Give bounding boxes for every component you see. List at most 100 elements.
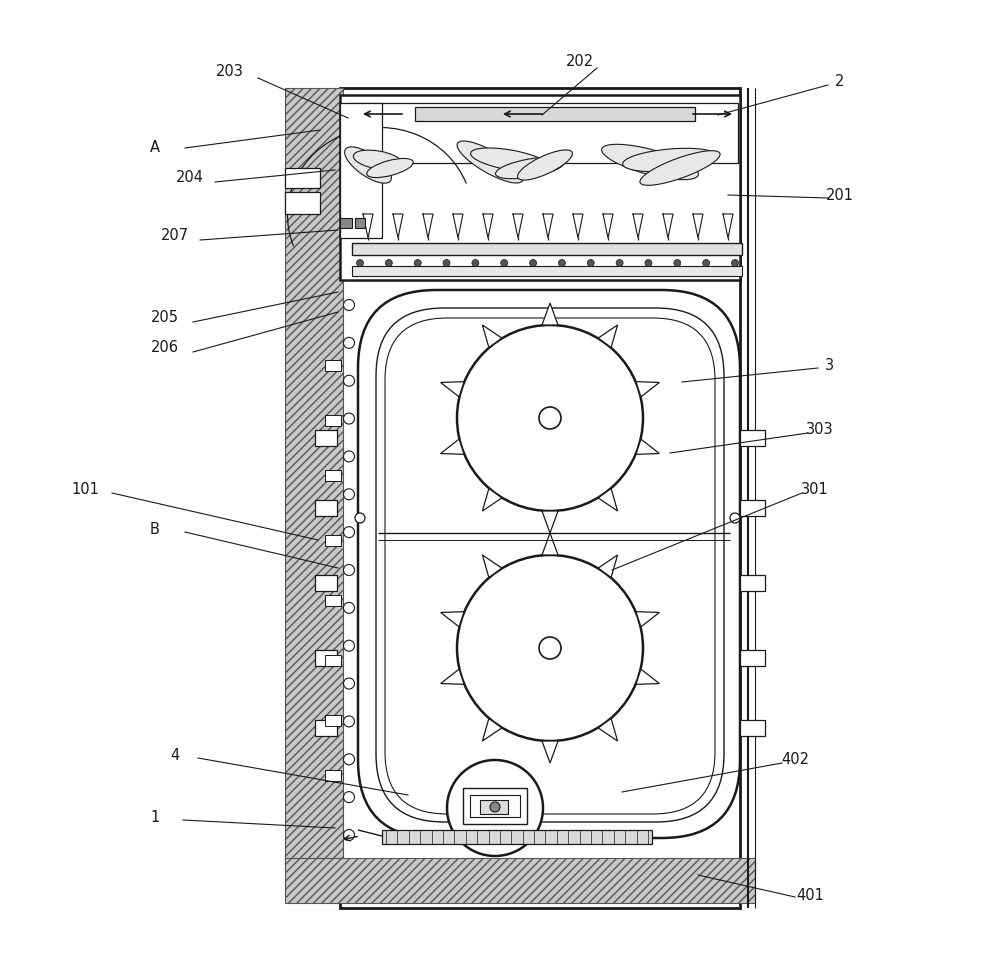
Text: A: A [150,140,160,156]
Circle shape [344,716,354,727]
Ellipse shape [345,147,391,183]
Polygon shape [482,489,502,511]
Text: 301: 301 [801,483,829,497]
FancyBboxPatch shape [385,318,715,814]
Text: 303: 303 [806,422,834,438]
Circle shape [344,678,354,689]
Bar [315,650,337,666]
Ellipse shape [367,158,413,178]
Polygon shape [636,669,659,684]
Text: 205: 205 [151,310,179,325]
Circle shape [490,802,500,812]
Polygon shape [723,214,733,238]
Circle shape [558,259,565,267]
Polygon shape [598,555,618,578]
Circle shape [344,640,354,651]
Bar [470,795,520,817]
Bar [740,430,765,446]
Polygon shape [633,214,643,238]
Text: 204: 204 [176,171,204,185]
Polygon shape [598,489,618,511]
Bar [348,103,738,163]
Circle shape [414,259,421,267]
Circle shape [447,760,543,856]
FancyBboxPatch shape [376,308,724,822]
Polygon shape [573,214,583,238]
Circle shape [344,451,354,462]
Polygon shape [423,214,433,238]
Bar [325,770,341,781]
Bar [285,168,320,188]
Polygon shape [393,214,403,238]
Text: 4: 4 [170,748,180,762]
Bar [325,470,341,481]
Circle shape [344,792,354,803]
Polygon shape [482,325,502,348]
Text: 206: 206 [151,341,179,355]
Circle shape [472,259,479,267]
Polygon shape [693,214,703,238]
Circle shape [501,259,508,267]
FancyBboxPatch shape [358,290,740,838]
Circle shape [674,259,681,267]
Bar [285,858,755,903]
Bar [340,95,740,280]
Bar [340,182,362,207]
Polygon shape [542,511,558,533]
Text: 401: 401 [796,887,824,902]
Ellipse shape [471,148,549,172]
Circle shape [344,413,354,424]
Text: 202: 202 [566,55,594,69]
Bar [740,650,765,666]
Polygon shape [542,533,558,555]
Text: 1: 1 [150,810,160,826]
Polygon shape [482,555,502,578]
Bar [325,715,341,726]
Bar [340,103,382,238]
Bar [325,595,341,606]
Polygon shape [542,741,558,763]
Bar [463,788,527,824]
Circle shape [355,513,365,523]
Text: 203: 203 [216,64,244,80]
Polygon shape [453,214,463,238]
Polygon shape [636,382,659,396]
Circle shape [344,564,354,575]
Circle shape [457,325,643,511]
Polygon shape [441,439,464,454]
Polygon shape [441,669,464,684]
Polygon shape [636,439,659,454]
Polygon shape [598,325,618,348]
Bar [355,218,365,228]
Ellipse shape [353,150,403,170]
Circle shape [385,259,392,267]
Circle shape [539,407,561,429]
Circle shape [443,259,450,267]
Bar [340,88,740,908]
Circle shape [539,637,561,659]
Ellipse shape [518,150,572,180]
Polygon shape [483,214,493,238]
Bar [315,720,337,736]
Text: 3: 3 [825,357,835,372]
Bar [352,243,742,255]
Bar [340,150,362,178]
Bar [352,266,742,276]
Text: 201: 201 [826,187,854,203]
Text: 402: 402 [781,753,809,767]
Circle shape [616,259,623,267]
Bar [315,500,337,516]
Circle shape [587,259,594,267]
Bar [740,720,765,736]
Bar [340,218,352,228]
Circle shape [344,375,354,386]
Bar [325,415,341,426]
Polygon shape [542,303,558,325]
Text: 2: 2 [835,75,845,89]
Text: 101: 101 [71,483,99,497]
Ellipse shape [623,148,717,172]
Circle shape [645,259,652,267]
Circle shape [344,527,354,538]
Polygon shape [482,718,502,741]
Ellipse shape [640,151,720,185]
